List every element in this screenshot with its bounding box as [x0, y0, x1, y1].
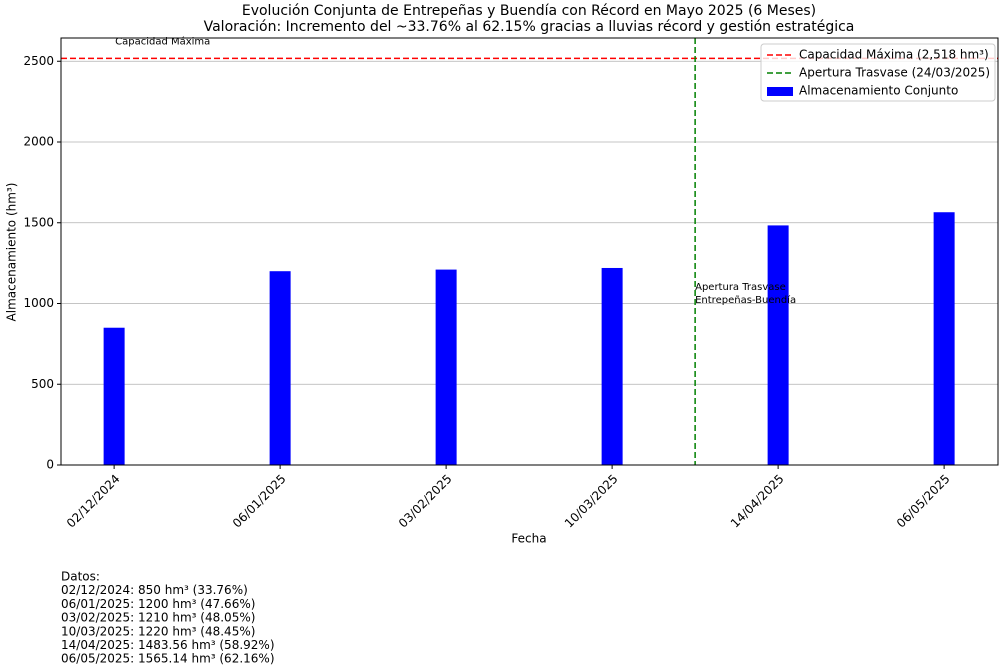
capacity-annotation: Capacidad Máxima — [115, 35, 210, 47]
y-tick-label: 1000 — [23, 296, 54, 310]
y-tick-label: 1500 — [23, 215, 54, 229]
legend-swatch — [767, 87, 793, 96]
y-tick-label: 500 — [31, 377, 54, 391]
bar — [767, 225, 789, 465]
data-note: 02/12/2024: 850 hm³ (33.76%) — [61, 583, 248, 597]
data-note: Datos: — [61, 570, 100, 584]
legend-box — [760, 43, 996, 102]
plot-frame — [60, 37, 999, 466]
y-tick-label: 2000 — [23, 135, 54, 149]
chart-subtitle: Valoración: Incremento del ~33.76% al 62… — [204, 19, 855, 35]
legend-label: Apertura Trasvase (24/03/2025) — [799, 66, 990, 80]
transfer-annotation: Entrepeñas-Buendía — [695, 294, 796, 306]
legend-label: Capacidad Máxima (2,518 hm³) — [799, 48, 989, 62]
x-tick-label: 06/01/2025 — [230, 472, 289, 531]
chart-title: Evolución Conjunta de Entrepeñas y Buend… — [242, 3, 816, 19]
x-axis-label: Fecha — [511, 532, 546, 546]
bar — [933, 212, 955, 465]
bar — [103, 327, 125, 465]
y-tick-label: 0 — [46, 458, 54, 472]
bar — [269, 271, 291, 465]
x-tick-label: 03/02/2025 — [396, 472, 455, 531]
x-tick-label: 02/12/2024 — [64, 472, 123, 531]
data-note: 10/03/2025: 1220 hm³ (48.45%) — [61, 624, 255, 638]
transfer-annotation: Apertura Trasvase — [695, 282, 786, 293]
y-tick-label: 2500 — [23, 54, 54, 68]
y-axis-label: Almacenamiento (hm³) — [5, 183, 19, 322]
x-tick-label: 10/03/2025 — [562, 472, 621, 531]
data-note: 06/05/2025: 1565.14 hm³ (62.16%) — [61, 652, 275, 666]
bar — [601, 267, 623, 465]
data-note: 06/01/2025: 1200 hm³ (47.66%) — [61, 597, 255, 611]
x-tick-label: 06/05/2025 — [894, 472, 953, 531]
legend-label: Almacenamiento Conjunto — [799, 84, 958, 98]
x-tick-label: 14/04/2025 — [728, 472, 787, 531]
bar — [435, 269, 457, 465]
data-note: 14/04/2025: 1483.56 hm³ (58.92%) — [61, 638, 275, 652]
data-note: 03/02/2025: 1210 hm³ (48.05%) — [61, 611, 255, 625]
